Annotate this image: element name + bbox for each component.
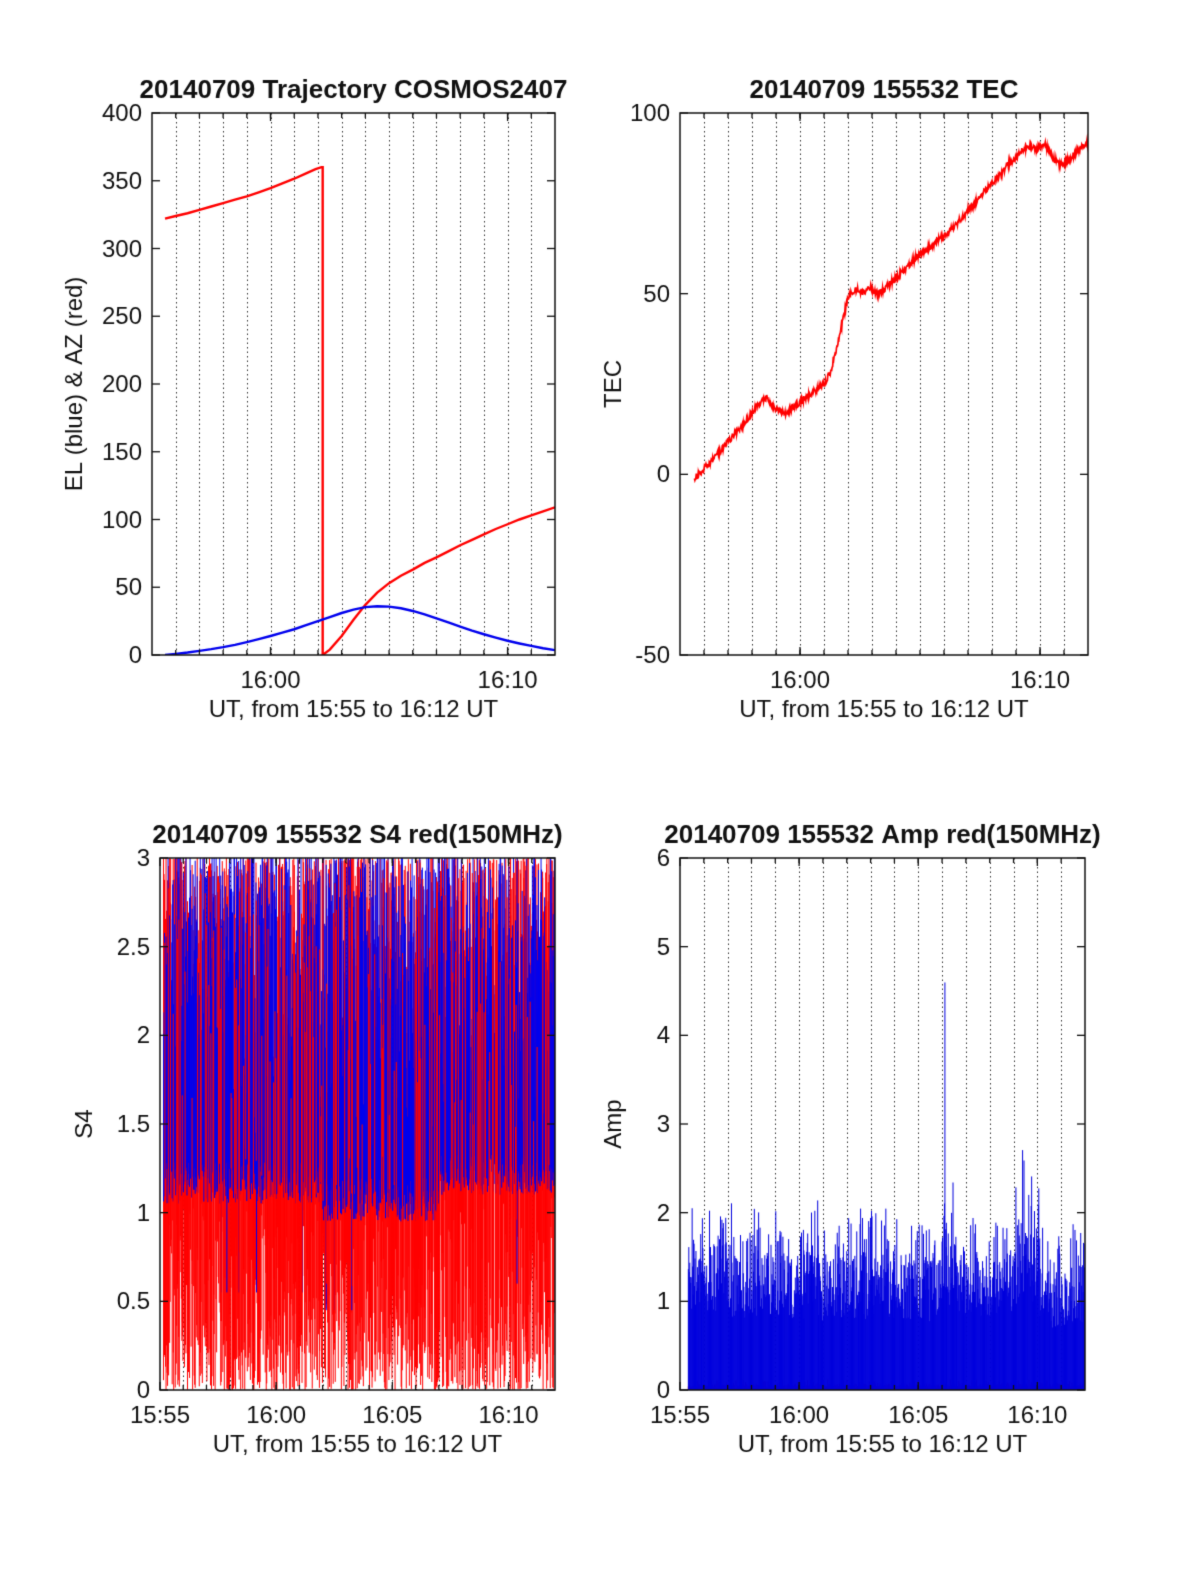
trajectory-chart-canvas [0,0,600,787]
s4-chart-canvas [0,787,600,1575]
panel-amp [600,787,1200,1575]
tec-chart-canvas [600,0,1200,787]
panel-tec [600,0,1200,787]
panel-s4 [0,787,600,1575]
amp-chart-canvas [600,787,1200,1575]
panel-trajectory [0,0,600,787]
